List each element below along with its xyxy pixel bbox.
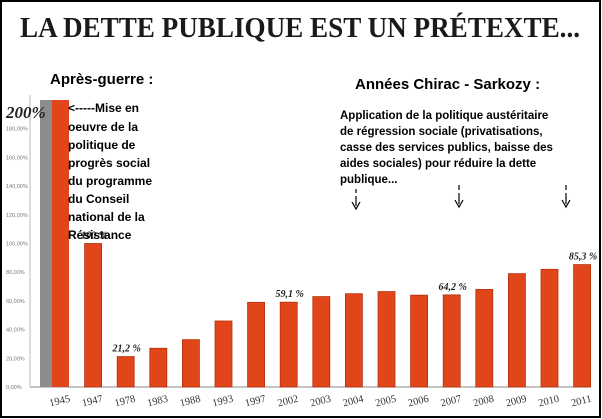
bar	[573, 264, 591, 388]
x-tick-label: 1945	[48, 394, 71, 410]
bar-shadow	[40, 100, 52, 387]
bar	[247, 301, 266, 388]
x-tick-label: 2010	[537, 394, 560, 410]
data-label: 21,2 %	[112, 344, 141, 355]
data-label: 59,1 %	[276, 289, 304, 300]
bar	[344, 293, 363, 388]
right-annotation: Application de la politique austéritaire…	[340, 110, 556, 186]
bar	[312, 296, 331, 388]
y-tick-labels: 0,00% 20,00% 40,00% 60,00% 80,00% 100,00% 120,…	[6, 127, 28, 391]
bar	[540, 268, 559, 388]
x-tick-label: 1978	[114, 394, 137, 410]
down-arrow-icon	[351, 189, 361, 211]
bar	[116, 356, 135, 388]
y-tick-label: 140,00%	[6, 184, 28, 190]
data-label: 85,3 %	[569, 252, 597, 263]
bar	[507, 273, 526, 388]
x-tick-label: 2003	[309, 394, 332, 410]
x-tick-label: 1997	[244, 394, 267, 410]
bar	[214, 320, 233, 388]
bar	[410, 294, 429, 388]
x-tick-label: 1983	[146, 394, 169, 410]
y-tick-label: 20,00%	[6, 356, 25, 362]
x-tick-label: 2011	[570, 394, 593, 410]
x-tick-label: 2006	[407, 394, 430, 410]
x-tick-label: 1988	[179, 394, 202, 410]
data-label: 64,2 %	[439, 282, 467, 293]
bar	[84, 243, 102, 388]
y-tick-label: 160,00%	[6, 155, 28, 161]
bar	[377, 291, 396, 388]
y-tick-label: 120,00%	[6, 213, 28, 219]
right-heading: Années Chirac - Sarkozy :	[355, 76, 540, 93]
bar	[149, 347, 168, 388]
y-tick-label: 180,00%	[6, 127, 28, 133]
data-label: 100 %	[81, 231, 107, 242]
bar	[279, 301, 298, 388]
x-tick-label: 1993	[211, 394, 234, 410]
bar	[181, 339, 200, 388]
y-tick-label: 100,00%	[6, 242, 28, 248]
left-heading: Après-guerre :	[50, 71, 153, 88]
left-annotation: <-----Mise en oeuvre de la politique de …	[68, 101, 155, 242]
x-tick-label: 2002	[277, 394, 300, 410]
x-tick-label: 2009	[505, 394, 528, 410]
bar	[475, 289, 494, 388]
x-tick-label: 2005	[374, 394, 397, 410]
bars-group	[40, 100, 591, 388]
y-tick-label: 80,00%	[6, 270, 25, 276]
down-arrow-icon	[454, 185, 464, 209]
x-tick-labels: 1945 1947 1978 1983 1988 1993 1997 2002 2003 2004…	[48, 394, 592, 410]
y-tick-label: 60,00%	[6, 299, 25, 305]
x-tick-label: 2007	[440, 394, 463, 410]
bar	[442, 294, 461, 388]
x-tick-label: 2004	[342, 394, 366, 410]
y-tick-label: 40,00%	[6, 328, 25, 334]
data-label: 200%	[5, 103, 46, 122]
down-arrow-icon	[561, 185, 571, 209]
chart-title: LA DETTE PUBLIQUE EST UN PRÉTEXTE...	[20, 13, 580, 44]
data-labels: 200% 100 % 21,2 % 59,1 % 64,2 % 85,3 %	[5, 103, 597, 355]
bar	[52, 100, 69, 387]
x-tick-label: 1947	[81, 394, 104, 410]
y-tick-label: 0,00%	[6, 385, 22, 391]
x-tick-label: 2008	[472, 394, 495, 410]
